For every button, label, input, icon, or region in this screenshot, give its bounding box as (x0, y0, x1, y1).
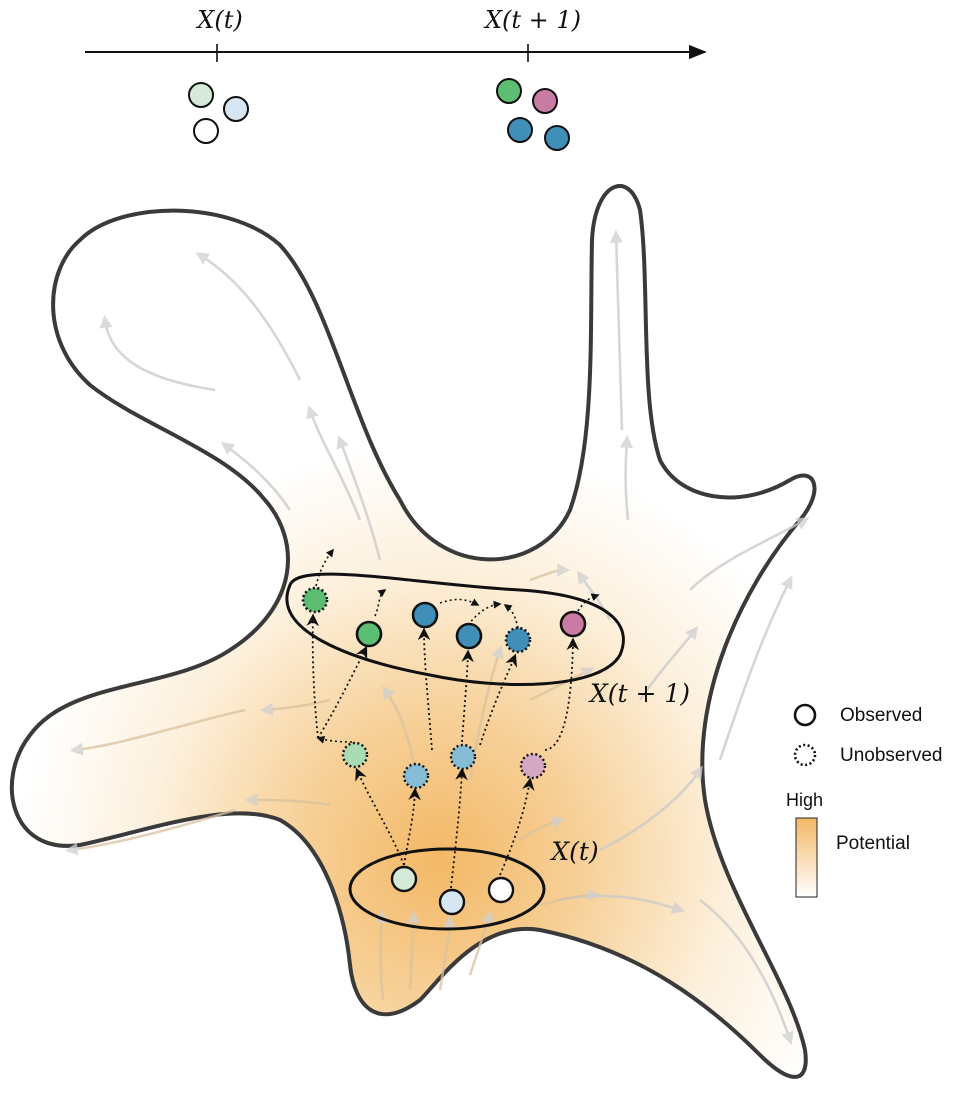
flow-line (374, 909, 388, 1001)
trajectory-arrow (499, 777, 535, 876)
flow-line (336, 435, 382, 561)
flow-line (99, 314, 216, 392)
timeline-label-t: X(t) (195, 6, 242, 34)
flow-line (529, 563, 571, 582)
flow-line (638, 625, 699, 701)
cell-pink (532, 88, 558, 114)
legend: Observed Unobserved High Potential (786, 703, 942, 898)
flow-line (689, 517, 810, 591)
trajectory-arrow (316, 735, 353, 744)
cell-green (496, 78, 522, 104)
trajectory-arrow (450, 767, 468, 889)
cell-light-green (188, 82, 214, 108)
trajectories (306, 548, 600, 889)
trajectory-arrow (317, 645, 368, 739)
cell-unobserved (402, 762, 430, 790)
cells-t (390, 865, 515, 916)
flow-line (438, 914, 456, 991)
flow-line (519, 816, 565, 842)
cell-blue (507, 117, 533, 143)
flow-line (718, 575, 793, 761)
flow-line (619, 434, 633, 521)
cell-unobserved (341, 741, 369, 769)
timeline-label-t1: X(t + 1) (483, 6, 581, 34)
potential-landscape (9, 184, 817, 1079)
cell-blue (544, 125, 570, 151)
flow-line (64, 808, 236, 856)
group-label-t: X(t) (549, 837, 598, 866)
trajectory-arrow (467, 600, 502, 626)
cell-unobserved (301, 586, 329, 614)
legend-high-label: High (786, 790, 823, 810)
cell-observed (455, 622, 483, 650)
cell-unobserved (519, 752, 547, 780)
flow-line (539, 888, 601, 907)
trajectory-arrow (355, 767, 405, 866)
cell-observed (487, 876, 515, 904)
trajectory-arrow (315, 548, 334, 587)
legend-observed-label: Observed (840, 705, 922, 726)
flow-line (306, 405, 362, 521)
trajectory-arrow (374, 589, 387, 617)
cell-observed (355, 620, 383, 648)
trajectory-arrow (417, 627, 433, 751)
cell-white (193, 118, 219, 144)
cell-observed (438, 888, 466, 916)
legend-observed-marker (793, 703, 817, 727)
flow-line (259, 698, 331, 716)
group-label-t1: X(t + 1) (588, 679, 690, 708)
cell-unobserved (504, 626, 532, 654)
legend-potential-colorbar (795, 817, 818, 898)
cells-t1 (301, 586, 587, 654)
flow-line (529, 667, 595, 702)
cell-light-blue (223, 96, 249, 122)
cell-observed (559, 610, 587, 638)
timeline-cells-t1 (496, 78, 570, 151)
flow-line (609, 229, 624, 431)
cells-intermediate (341, 741, 547, 790)
legend-potential-label: Potential (836, 833, 910, 854)
cell-observed (411, 601, 439, 629)
flow-line (599, 765, 703, 852)
legend-unobserved-label: Unobserved (840, 745, 942, 766)
flow-line (69, 708, 246, 756)
group-outline-t (348, 847, 546, 931)
legend-unobserved-marker (793, 743, 817, 767)
flow-line (406, 909, 420, 991)
trajectory-arrow (544, 637, 580, 751)
flow-line (220, 441, 292, 511)
flow-line (699, 898, 794, 1045)
timeline-cells-t (188, 82, 249, 144)
cell-observed (390, 865, 418, 893)
cell-unobserved (449, 743, 477, 771)
trajectory-arrow (461, 649, 474, 743)
flow-line (244, 793, 331, 807)
timeline: X(t) X(t + 1) (85, 6, 707, 151)
flow-line (195, 252, 302, 381)
trajectory-arrow (479, 653, 517, 746)
trajectory-arrow (439, 598, 480, 606)
flow-line (468, 910, 494, 976)
trajectory-arrow (403, 787, 421, 866)
flow-line (381, 685, 417, 771)
trajectory-arrow (503, 604, 519, 629)
